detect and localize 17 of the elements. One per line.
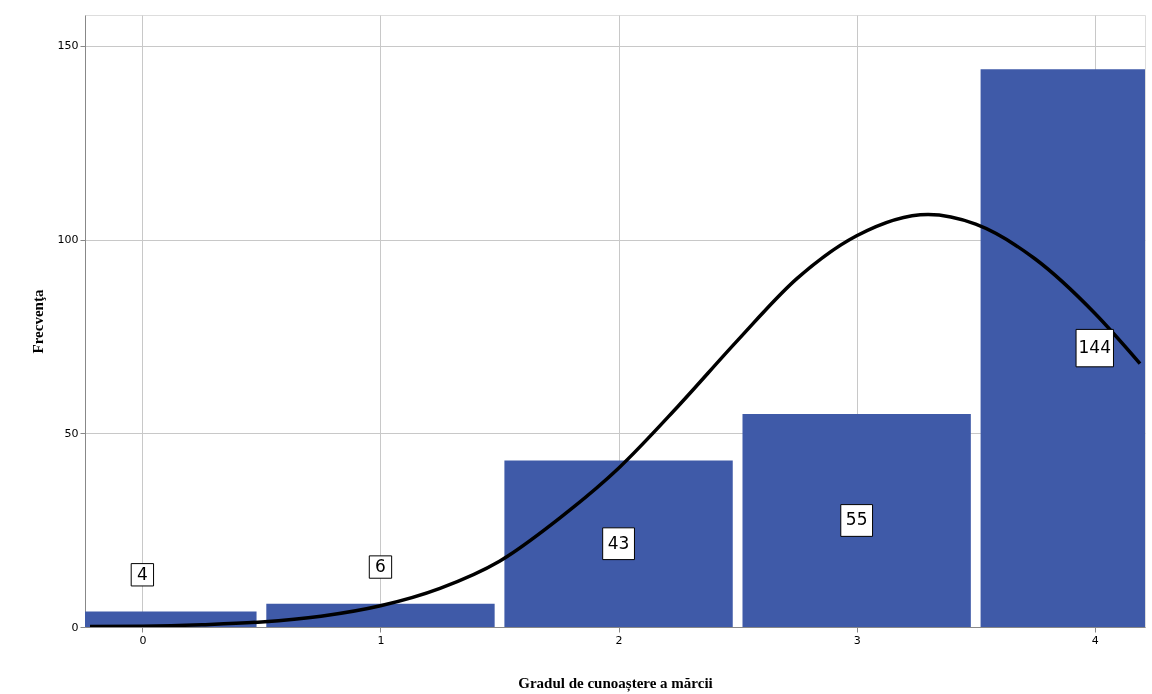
x-tick-label: 2 bbox=[615, 633, 623, 647]
x-tick-label: 0 bbox=[139, 633, 147, 647]
y-axis-title: Frecvenţa bbox=[29, 289, 46, 354]
y-tick-label: 50 bbox=[64, 426, 79, 440]
data-label: 55 bbox=[845, 509, 868, 530]
y-tick-label: 0 bbox=[71, 620, 79, 634]
data-label: 144 bbox=[1078, 337, 1111, 358]
x-tick-label: 1 bbox=[377, 633, 385, 647]
y-tick-label: 100 bbox=[57, 233, 79, 247]
x-tick-label: 4 bbox=[1091, 633, 1099, 647]
data-label: 6 bbox=[375, 556, 386, 577]
x-axis-title: Gradul de cunoaștere a mărcii bbox=[518, 674, 713, 692]
data-label: 4 bbox=[136, 563, 148, 584]
y-tick-label: 150 bbox=[57, 39, 79, 53]
data-label: 43 bbox=[607, 532, 630, 553]
line-series bbox=[88, 212, 1142, 627]
x-tick-label: 3 bbox=[853, 633, 861, 647]
